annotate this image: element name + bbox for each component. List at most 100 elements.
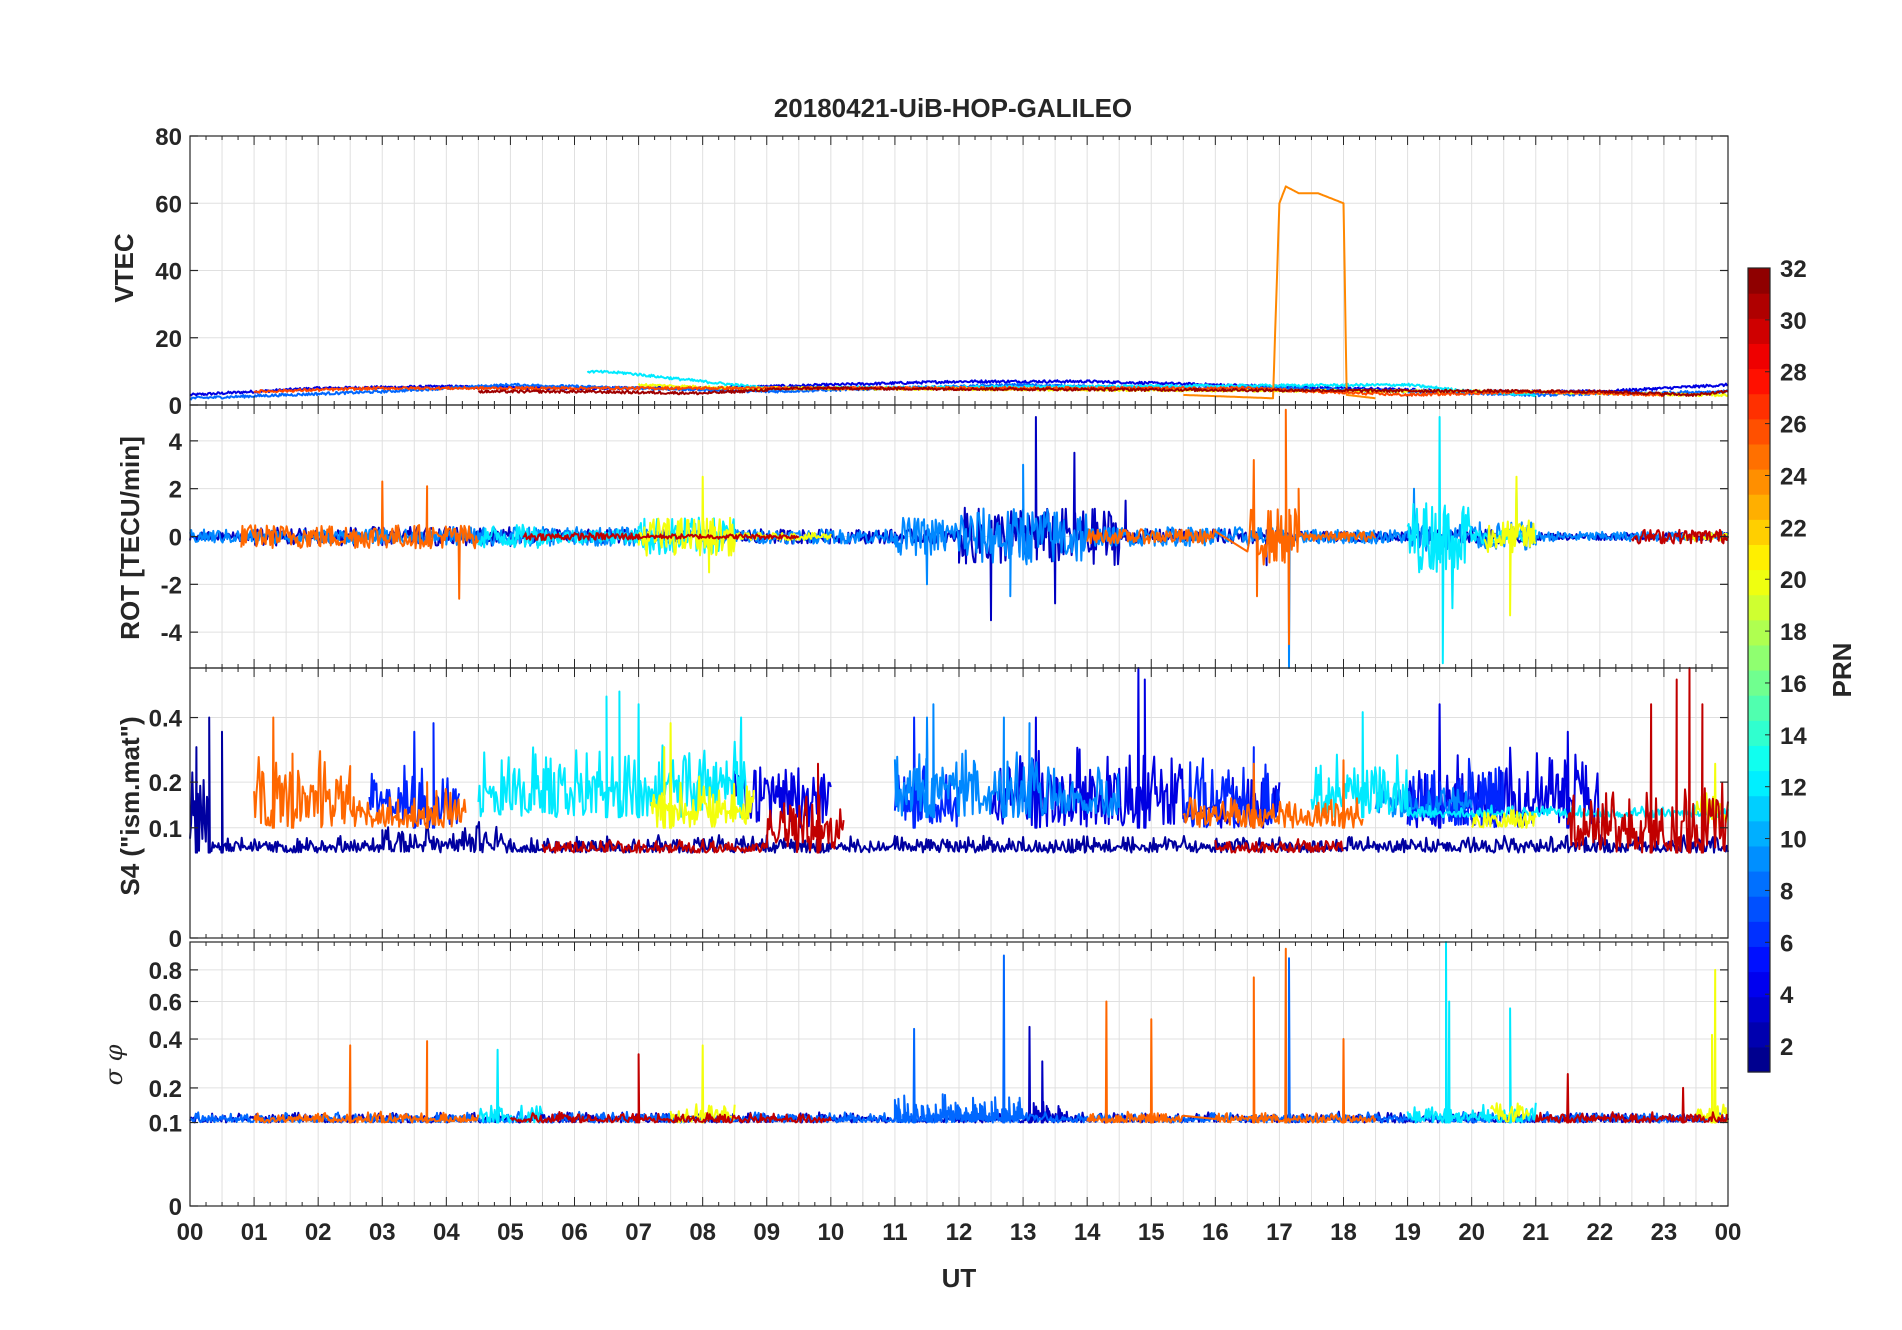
colorbar-band — [1748, 519, 1770, 545]
colorbar-band — [1748, 1046, 1770, 1073]
series-prn-9 — [189, 463, 1729, 669]
colorbar-band — [1748, 569, 1770, 596]
series-prn-2 — [189, 716, 1729, 854]
ytick-label: 40 — [155, 259, 182, 286]
colorbar-band — [1748, 820, 1770, 847]
series-prn-30 — [509, 1053, 1729, 1124]
colorbar-tick-label: 32 — [1780, 256, 1807, 283]
colorbar-band — [1748, 268, 1770, 294]
ylabel-s4: S4 ("ism.mat") — [115, 716, 145, 895]
x-axis-ticks: 00 01 02 03 04 05 06 07 08 09 10 11 12 13 14 15 16 17 18 19… — [177, 1219, 1742, 1246]
colorbar-band — [1748, 594, 1770, 621]
ytick-label: 0.1 — [149, 816, 182, 843]
ytick-label: 0.4 — [149, 706, 183, 733]
xtick-label: 01 — [241, 1219, 268, 1246]
colorbar-band — [1748, 494, 1770, 520]
colorbar-band — [1748, 745, 1770, 772]
colorbar-strip — [1747, 267, 1771, 1073]
ytick-label: 0 — [169, 926, 182, 953]
xtick-label: 05 — [497, 1219, 524, 1246]
ytick-label: 0.2 — [149, 770, 182, 797]
xtick-label: 00 — [1715, 1219, 1742, 1246]
xtick-label: 04 — [433, 1219, 460, 1246]
colorbar-band — [1748, 946, 1770, 973]
xtick-label: 11 — [882, 1219, 907, 1246]
xtick-label: 23 — [1651, 1219, 1678, 1246]
colorbar-band — [1748, 544, 1770, 571]
colorbar-tick-label: 30 — [1780, 308, 1807, 335]
series-prn-25 — [253, 716, 1364, 829]
colorbar-band — [1748, 795, 1770, 822]
xtick-label: 08 — [689, 1219, 716, 1246]
colorbar-band — [1748, 921, 1770, 947]
colorbar-tick-label: 28 — [1780, 360, 1807, 387]
axes-s4: 0 0.1 0.2 0.4 — [149, 667, 1729, 953]
ytick-label: 0 — [169, 1194, 182, 1221]
xtick-label: 07 — [625, 1219, 652, 1246]
colorbar-label: PRN — [1827, 643, 1857, 698]
ylabel-vtec: VTEC — [109, 233, 139, 303]
colorbar-tick-label: 18 — [1780, 619, 1807, 646]
series-sigma-phi — [189, 941, 1729, 1124]
ytick-label: 0.2 — [149, 1076, 182, 1103]
colorbar-tick-label: 24 — [1780, 463, 1807, 490]
ytick-label: 0.1 — [149, 1111, 182, 1138]
colorbar-band — [1748, 670, 1770, 696]
xtick-label: 19 — [1394, 1219, 1421, 1246]
panel-s4: 0 0.1 0.2 0.4 S4 ("ism.mat") — [115, 667, 1729, 953]
colorbar-band — [1748, 971, 1770, 998]
ytick-label: 4 — [169, 429, 183, 456]
colorbar-tick-label: 6 — [1780, 930, 1793, 957]
colorbar-tick-label: 20 — [1780, 567, 1807, 594]
colorbar-tick-label: 2 — [1780, 1034, 1793, 1061]
series-prn-31 — [477, 386, 1729, 397]
xtick-label: 14 — [1074, 1219, 1101, 1246]
colorbar-band — [1748, 619, 1770, 646]
grid-vtec — [190, 135, 1728, 406]
axes-sigma-phi: 0 0.1 0.2 0.4 0.6 0.8 — [149, 941, 1729, 1221]
colorbar-band — [1748, 443, 1770, 470]
series-prn-25 — [253, 947, 1377, 1124]
xtick-label: 00 — [177, 1219, 204, 1246]
colorbar-band — [1748, 770, 1770, 797]
colorbar-frame — [1747, 267, 1771, 1073]
ytick-label: 20 — [155, 326, 182, 353]
xtick-label: 03 — [369, 1219, 396, 1246]
xtick-label: 06 — [561, 1219, 588, 1246]
ytick-label: 0.8 — [149, 958, 182, 985]
xtick-label: 22 — [1586, 1219, 1613, 1246]
xtick-label: 02 — [305, 1219, 332, 1246]
xtick-label: 13 — [1010, 1219, 1037, 1246]
xtick-label: 18 — [1330, 1219, 1357, 1246]
colorbar-band — [1748, 469, 1770, 495]
colorbar-tick-label: 22 — [1780, 515, 1807, 542]
colorbar-band — [1748, 393, 1770, 420]
colorbar-band — [1748, 293, 1770, 319]
colorbar-tick-label: 8 — [1780, 878, 1793, 905]
colorbar-tick-label: 12 — [1780, 775, 1807, 802]
ytick-label: 0.6 — [149, 990, 182, 1017]
colorbar-tick-label: 16 — [1780, 671, 1807, 698]
panel-rot: -4 -2 0 2 4 ROT [TECU/min] — [115, 404, 1729, 669]
colorbar-band — [1748, 1021, 1770, 1048]
ytick-label: 60 — [155, 191, 182, 218]
series-rot — [189, 408, 1729, 669]
ytick-label: 0.4 — [149, 1027, 183, 1054]
colorbar-tick-label: 14 — [1780, 723, 1807, 750]
colorbar-band — [1748, 896, 1770, 922]
series-prn-30 — [522, 528, 1729, 545]
colorbar-tick-label: 10 — [1780, 827, 1807, 854]
colorbar-band — [1748, 996, 1770, 1023]
ytick-label: -4 — [161, 620, 183, 647]
series-prn-30 — [541, 667, 1729, 854]
chart-title: 20180421-UiB-HOP-GALILEO — [774, 93, 1132, 123]
ytick-label: 80 — [155, 124, 182, 151]
colorbar-band — [1748, 343, 1770, 370]
colorbar-tick-label: 26 — [1780, 412, 1807, 439]
xtick-label: 15 — [1138, 1219, 1165, 1246]
ylabel-sigma-phi: σ φ — [100, 1044, 128, 1085]
